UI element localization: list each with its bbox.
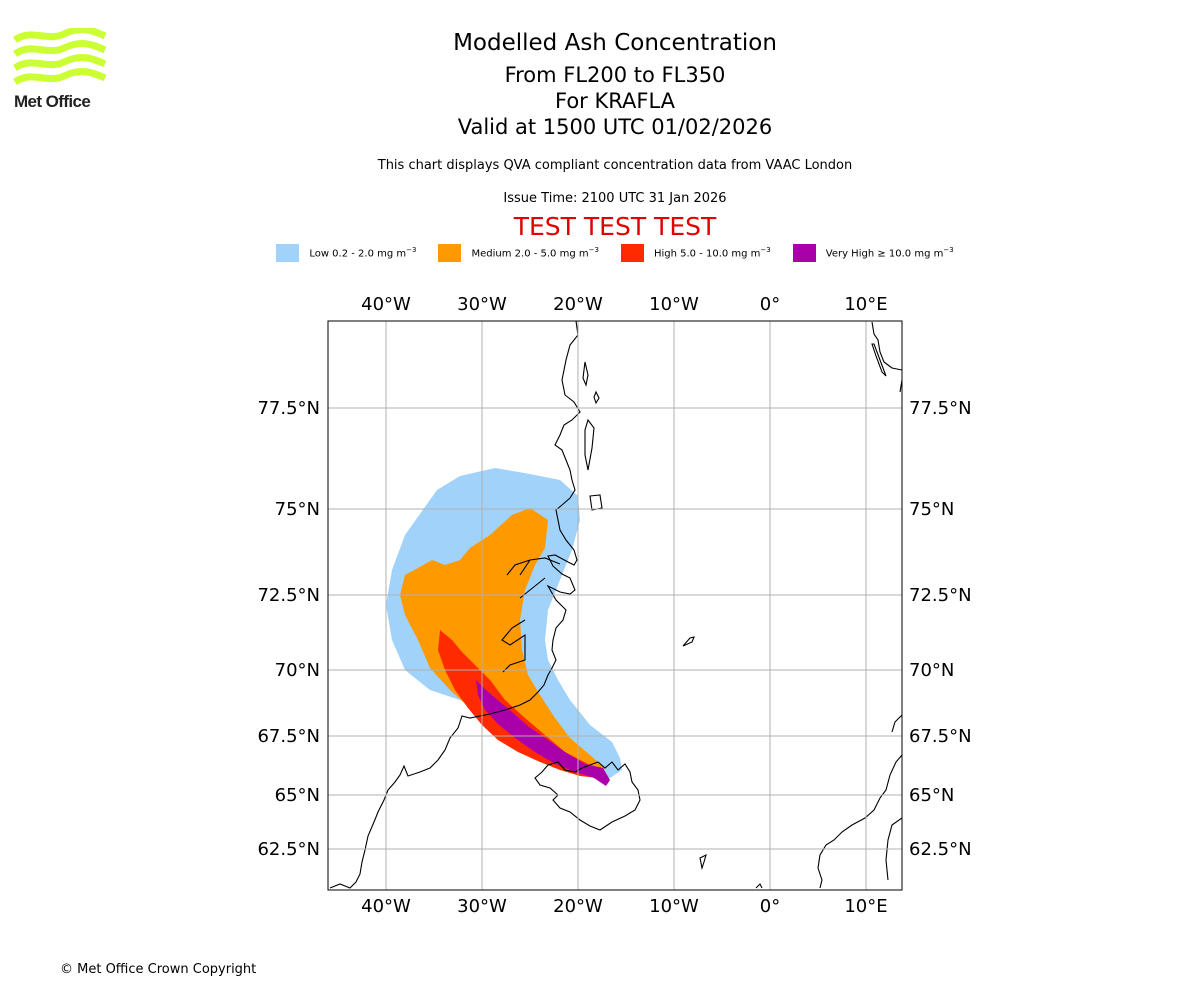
lat-label-left: 62.5°N — [257, 839, 320, 860]
ash-very-high-region — [476, 680, 610, 786]
lon-label-top: 10°W — [649, 294, 699, 315]
lon-label-bottom: 0° — [760, 896, 780, 917]
lat-label-left: 77.5°N — [257, 398, 320, 419]
legend-exp: −3 — [588, 246, 599, 255]
coastline-jan-mayen — [682, 636, 695, 647]
lon-label-top: 20°W — [553, 294, 603, 315]
test-banner: TEST TEST TEST — [513, 212, 717, 241]
lat-label-right: 77.5°N — [909, 398, 972, 419]
legend-exp: −3 — [760, 246, 771, 255]
lat-label-left: 72.5°N — [257, 585, 320, 606]
met-office-logo — [12, 28, 107, 86]
graticule — [328, 321, 902, 890]
lon-label-top: 10°E — [844, 294, 887, 315]
latitude-labels-right: 77.5°N 75°N 72.5°N 70°N 67.5°N 65°N 62.5°N — [909, 398, 972, 860]
lon-label-top: 40°W — [361, 294, 411, 315]
flight-levels: From FL200 to FL350 — [504, 63, 726, 87]
longitude-labels-bottom: 40°W 30°W 20°W 10°W 0° 10°E — [361, 896, 887, 917]
legend-item-very-high: Very High ≥ 10.0 mg m−3 — [792, 244, 954, 262]
lat-label-right: 67.5°N — [909, 726, 972, 747]
lat-label-right: 75°N — [909, 499, 954, 520]
lon-label-bottom: 10°E — [844, 896, 887, 917]
logo-waves — [12, 28, 107, 86]
issue-time: Issue Time: 2100 UTC 31 Jan 2026 — [503, 191, 727, 206]
legend-swatch-low — [276, 244, 300, 262]
chart-title: Modelled Ash Concentration — [453, 30, 777, 56]
latitude-labels-left: 77.5°N 75°N 72.5°N 70°N 67.5°N 65°N 62.5°N — [257, 398, 320, 860]
ash-high-region — [438, 630, 605, 778]
coastline-fjord — [501, 557, 561, 673]
legend-label-high: High 5.0 - 10.0 mg m — [653, 248, 761, 260]
lat-label-left: 67.5°N — [257, 726, 320, 747]
volcano-name: For KRAFLA — [555, 89, 675, 113]
lat-label-right: 65°N — [909, 785, 954, 806]
legend-swatch-very-high — [792, 244, 816, 262]
lat-label-left: 75°N — [275, 499, 320, 520]
lon-label-bottom: 20°W — [553, 896, 603, 917]
copyright: © Met Office Crown Copyright — [60, 962, 257, 977]
logo-text: Met Office — [14, 92, 91, 111]
lat-label-right: 70°N — [909, 660, 954, 681]
legend-exp: −3 — [406, 246, 417, 255]
lat-label-right: 62.5°N — [909, 839, 972, 860]
valid-time: Valid at 1500 UTC 01/02/2026 — [457, 115, 773, 139]
coastline-iceland — [534, 761, 641, 831]
legend-swatch-high — [620, 244, 644, 262]
map-frame — [327, 320, 903, 891]
coastline-svalbard — [871, 321, 902, 393]
qva-note: This chart displays QVA compliant concen… — [377, 158, 853, 173]
legend-label-low: Low 0.2 - 2.0 mg m — [309, 248, 407, 260]
legend-item-high: High 5.0 - 10.0 mg m−3 — [620, 244, 771, 262]
lon-label-top: 0° — [760, 294, 780, 315]
longitude-labels-top: 40°W 30°W 20°W 10°W 0° 10°E — [361, 294, 887, 315]
lat-label-right: 72.5°N — [909, 585, 972, 606]
coastline-norway — [817, 714, 902, 889]
lat-label-left: 70°N — [275, 660, 320, 681]
lon-label-bottom: 40°W — [361, 896, 411, 917]
coastline-greenland-east — [329, 321, 581, 889]
legend-item-low: Low 0.2 - 2.0 mg m−3 — [276, 244, 416, 262]
legend-exp: −3 — [943, 246, 954, 255]
ash-medium-region — [400, 508, 605, 775]
lon-label-top: 30°W — [457, 294, 507, 315]
coastline-faroe — [699, 853, 707, 871]
coastline-island — [582, 361, 603, 511]
legend-label-very-high: Very High ≥ 10.0 mg m — [825, 248, 944, 260]
lon-label-bottom: 30°W — [457, 896, 507, 917]
coastlines — [329, 321, 902, 889]
coastline-scotland — [755, 883, 763, 889]
legend-item-medium: Medium 2.0 - 5.0 mg m−3 — [438, 244, 599, 262]
lat-label-left: 65°N — [275, 785, 320, 806]
lon-label-bottom: 10°W — [649, 896, 699, 917]
legend: Low 0.2 - 2.0 mg m−3 Medium 2.0 - 5.0 mg… — [0, 244, 1200, 262]
legend-swatch-medium — [438, 244, 462, 262]
legend-label-medium: Medium 2.0 - 5.0 mg m — [471, 248, 589, 260]
